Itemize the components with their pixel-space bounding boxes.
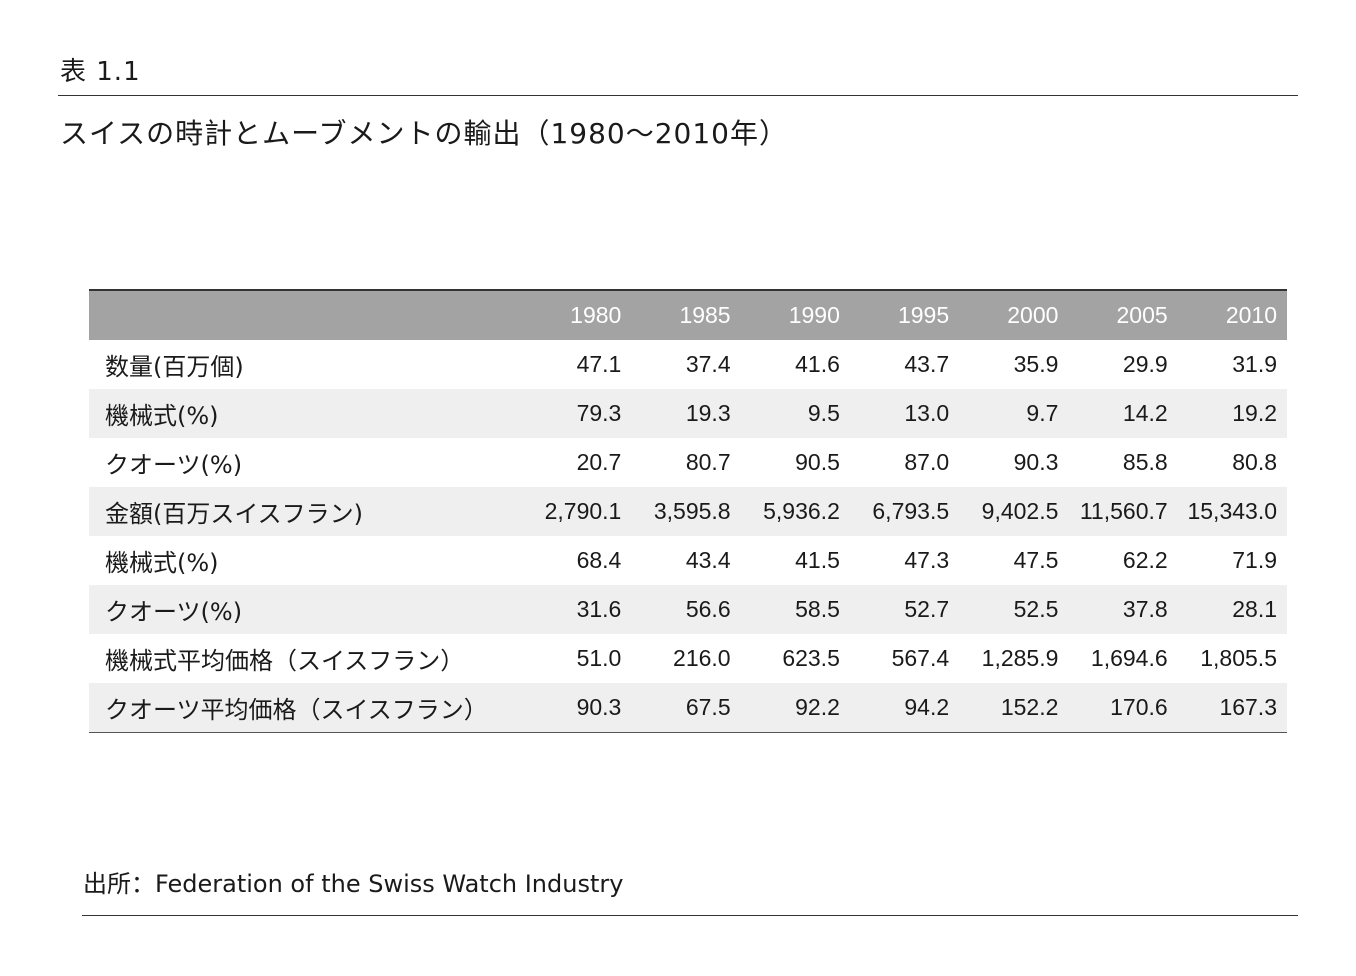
value-cell: 47.1: [576, 351, 622, 377]
value-cell: 90.3: [1013, 449, 1059, 475]
top-divider: [58, 95, 1298, 96]
header-cell-year: 2000: [1007, 302, 1059, 328]
value-cell: 58.5: [795, 596, 840, 622]
table-title: スイスの時計とムーブメントの輸出（1980～2010年）: [60, 117, 788, 150]
header-cell-year: 1980: [570, 302, 622, 328]
value-cell: 5,936.2: [763, 498, 840, 524]
value-cell: 41.6: [795, 351, 840, 377]
table-row: 数量(百万個) 47.1 37.4 41.6 43.7 35.9 29.9 31.9: [89, 340, 1287, 389]
value-cell: 79.3: [576, 400, 622, 426]
value-cell: 41.5: [795, 547, 840, 573]
table-row: 機械式(%) 79.3 19.3 9.5 13.0 9.7 14.2 19.2: [89, 389, 1287, 438]
table-row: クオーツ平均価格（スイスフラン） 90.3 67.5 92.2 94.2 152.2 170…: [89, 683, 1287, 733]
value-cell: 19.3: [685, 400, 731, 426]
table-row: クオーツ(%) 31.6 56.6 58.5 52.7 52.5 37.8 28.1: [89, 585, 1287, 634]
header-cell-corner: [89, 290, 522, 340]
value-cell: 9.5: [807, 400, 840, 426]
table-row: 機械式平均価格（スイスフラン） 51.0 216.0 623.5 567.4 1,285.…: [89, 634, 1287, 683]
table-row: クオーツ(%) 20.7 80.7 90.5 87.0 90.3 85.8 80.8: [89, 438, 1287, 487]
source-note: 出所：Federation of the Swiss Watch Industr…: [83, 870, 624, 898]
value-cell: 80.8: [1232, 449, 1277, 475]
value-cell: 623.5: [782, 645, 840, 671]
value-cell: 216.0: [673, 645, 731, 671]
value-cell: 29.9: [1122, 351, 1168, 377]
value-cell: 67.5: [685, 694, 731, 720]
value-cell: 11,560.7: [1079, 498, 1168, 524]
row-label-cell: クオーツ平均価格（スイスフラン）: [105, 696, 488, 724]
table-row: 機械式(%) 68.4 43.4 41.5 47.3 47.5 62.2 71.9: [89, 536, 1287, 585]
value-cell: 71.9: [1232, 547, 1277, 573]
bottom-divider: [82, 915, 1298, 916]
value-cell: 47.5: [1013, 547, 1059, 573]
value-cell: 28.1: [1232, 596, 1277, 622]
table-header-row: 1980 1985 1990 1995 2000 2005 2010: [89, 290, 1287, 340]
value-cell: 90.5: [795, 449, 840, 475]
header-cell-year: 1985: [679, 302, 731, 328]
export-data-table: 1980 1985 1990 1995 2000 2005 2010 数量(百万…: [89, 289, 1287, 733]
value-cell: 80.7: [685, 449, 731, 475]
value-cell: 47.3: [904, 547, 950, 573]
table-row: 金額(百万スイスフラン) 2,790.1 3,595.8 5,936.2 6,793.5…: [89, 487, 1287, 536]
value-cell: 20.7: [576, 449, 622, 475]
row-label-cell: クオーツ(%): [105, 598, 243, 626]
table-body: 数量(百万個) 47.1 37.4 41.6 43.7 35.9 29.9 31.9 機械式(%…: [89, 340, 1287, 733]
value-cell: 56.6: [685, 596, 731, 622]
row-label-cell: 機械式(%): [105, 402, 219, 430]
row-label-cell: 機械式平均価格（スイスフラン）: [105, 647, 465, 675]
value-cell: 152.2: [1000, 694, 1059, 720]
value-cell: 1,805.5: [1200, 645, 1277, 671]
value-cell: 1,694.6: [1090, 645, 1168, 671]
value-cell: 37.8: [1122, 596, 1168, 622]
value-cell: 52.5: [1013, 596, 1059, 622]
value-cell: 31.9: [1232, 351, 1277, 377]
value-cell: 6,793.5: [872, 498, 950, 524]
header-cell-year: 2005: [1116, 302, 1168, 328]
value-cell: 90.3: [576, 694, 622, 720]
value-cell: 9,402.5: [981, 498, 1059, 524]
value-cell: 1,285.9: [981, 645, 1059, 671]
value-cell: 87.0: [904, 449, 950, 475]
value-cell: 37.4: [685, 351, 731, 377]
value-cell: 92.2: [795, 694, 840, 720]
value-cell: 13.0: [904, 400, 950, 426]
value-cell: 167.3: [1219, 694, 1277, 720]
value-cell: 35.9: [1013, 351, 1059, 377]
value-cell: 94.2: [904, 694, 950, 720]
value-cell: 52.7: [904, 596, 950, 622]
table-number-label: 表 1.1: [60, 57, 141, 87]
value-cell: 170.6: [1110, 694, 1168, 720]
header-cell-year: 1990: [788, 302, 840, 328]
value-cell: 3,595.8: [653, 498, 731, 524]
value-cell: 14.2: [1122, 400, 1168, 426]
header-cell-year: 2010: [1225, 302, 1277, 328]
value-cell: 15,343.0: [1187, 498, 1277, 524]
value-cell: 68.4: [576, 547, 622, 573]
value-cell: 19.2: [1232, 400, 1277, 426]
value-cell: 62.2: [1122, 547, 1168, 573]
value-cell: 9.7: [1026, 400, 1059, 426]
row-label-cell: 数量(百万個): [105, 353, 244, 381]
value-cell: 51.0: [576, 645, 622, 671]
value-cell: 85.8: [1122, 449, 1168, 475]
row-label-cell: 金額(百万スイスフラン): [105, 500, 364, 528]
row-label-cell: クオーツ(%): [105, 451, 243, 479]
value-cell: 567.4: [891, 645, 950, 671]
value-cell: 2,790.1: [544, 498, 622, 524]
value-cell: 31.6: [576, 596, 622, 622]
value-cell: 43.7: [904, 351, 950, 377]
header-cell-year: 1995: [897, 302, 950, 328]
row-label-cell: 機械式(%): [105, 549, 219, 577]
value-cell: 43.4: [685, 547, 731, 573]
